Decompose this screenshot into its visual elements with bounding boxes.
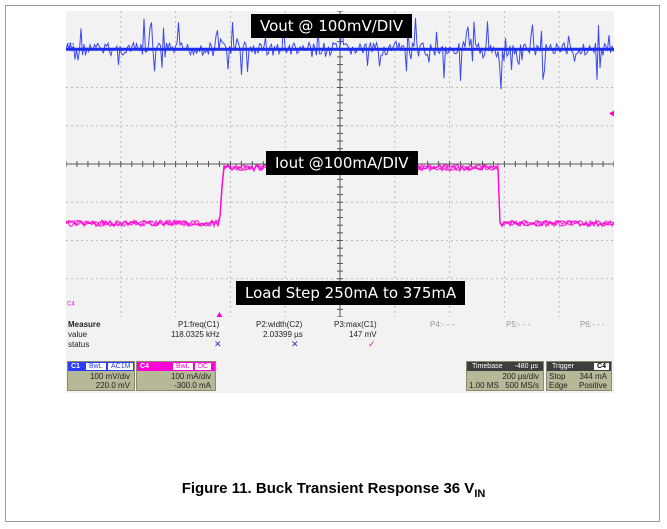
timebase-label: Timebase (472, 363, 503, 370)
channel-c1-box[interactable]: C1 BwL AC1M 100 mV/div 220.0 mV (67, 361, 135, 391)
param-2-value: 2.03399 µs (263, 330, 303, 339)
channel-c4-scale: 100 mA/div (170, 372, 211, 381)
trigger-channel: C4 (594, 363, 609, 370)
timebase-samples: 1.00 MS (469, 381, 499, 390)
iout-annotation: Iout @100mA/DIV (266, 151, 418, 175)
trigger-mode: Stop (549, 372, 566, 381)
param-1-value: 118.0325 kHz (171, 330, 220, 339)
param-2-status-icon: ✕ (291, 339, 299, 349)
param-3-status-icon: ✓ (368, 339, 376, 349)
timebase-delay: -480 µs (514, 363, 539, 370)
trigger-label: Trigger (552, 363, 574, 370)
measure-panel: Measure value status P1:freq(C1) 118.032… (66, 319, 614, 359)
channel-status-bar: C1 BwL AC1M 100 mV/div 220.0 mV C4 BwL D… (66, 359, 614, 393)
channel-c4-id: C4 (140, 363, 149, 370)
trigger-slope: Positive (578, 381, 607, 390)
channel-c1-header: C1 BwL AC1M (68, 362, 134, 371)
trigger-position-marker (216, 312, 223, 317)
measure-header: Measure (68, 320, 101, 329)
caption-title: Figure 11. Buck Transient Response 36 V (181, 480, 475, 497)
trigger-header: Trigger C4 (547, 362, 611, 371)
param-3-value: 147 mV (349, 330, 377, 339)
c1-marker: C1 (67, 43, 75, 49)
param-2-name: P2:width(C2) (256, 320, 303, 329)
channel-c4-header: C4 BwL DC (137, 362, 215, 371)
trigger-level-marker (609, 110, 614, 117)
timebase-per-div: 200 µs/div (502, 372, 539, 381)
param-1-status-icon: ✕ (214, 339, 222, 349)
channel-c1-offset: 220.0 mV (95, 381, 130, 390)
oscilloscope-capture: C1 C4 Vout @ 100mV/DIV Iout @100mA/DIV Lo… (66, 11, 614, 393)
param-1-name: P1:freq(C1) (178, 320, 220, 329)
load-step-annotation: Load Step 250mA to 375mA (236, 281, 466, 305)
c1-vout-trace (66, 17, 614, 90)
channel-c1-scale: 100 mV/div (89, 372, 130, 381)
trigger-box[interactable]: Trigger C4 Stop 344 mA Edge Positive (546, 361, 612, 391)
param-3-name: P3:max(C1) (334, 320, 377, 329)
channel-c1-id: C1 (71, 363, 80, 370)
param-6-name: P6:- - - (580, 320, 605, 329)
channel-c4-bwl-tag: BwL (173, 363, 193, 370)
trigger-level: 344 mA (579, 372, 607, 381)
channel-c1-coupling-tag: AC1M (108, 363, 134, 370)
param-4-name: P4:- - - (430, 320, 455, 329)
c4-marker: C4 (67, 302, 75, 308)
figure-frame (5, 5, 660, 522)
caption-subscript: IN (474, 488, 486, 500)
channel-c1-bwl-tag: BwL (86, 363, 106, 370)
waveform-screen: C1 C4 Vout @ 100mV/DIV Iout @100mA/DIV Lo… (66, 11, 614, 317)
timebase-header: Timebase -480 µs (467, 362, 543, 371)
channel-c4-offset: -300.0 mA (174, 381, 211, 390)
channel-c4-coupling-tag: DC (195, 363, 212, 370)
timebase-box[interactable]: Timebase -480 µs 200 µs/div 1.00 MS 500 … (466, 361, 544, 391)
trigger-type: Edge (549, 381, 568, 390)
measure-row-status: status (68, 340, 90, 349)
vout-annotation: Vout @ 100mV/DIV (251, 14, 412, 38)
channel-c4-box[interactable]: C4 BwL DC 100 mA/div -300.0 mA (136, 361, 216, 391)
figure-caption: Figure 11. Buck Transient Response 36 VI… (0, 480, 667, 500)
timebase-rate: 500 MS/s (505, 381, 539, 390)
measure-row-value: value (68, 330, 88, 339)
param-5-name: P5:- - - (506, 320, 531, 329)
